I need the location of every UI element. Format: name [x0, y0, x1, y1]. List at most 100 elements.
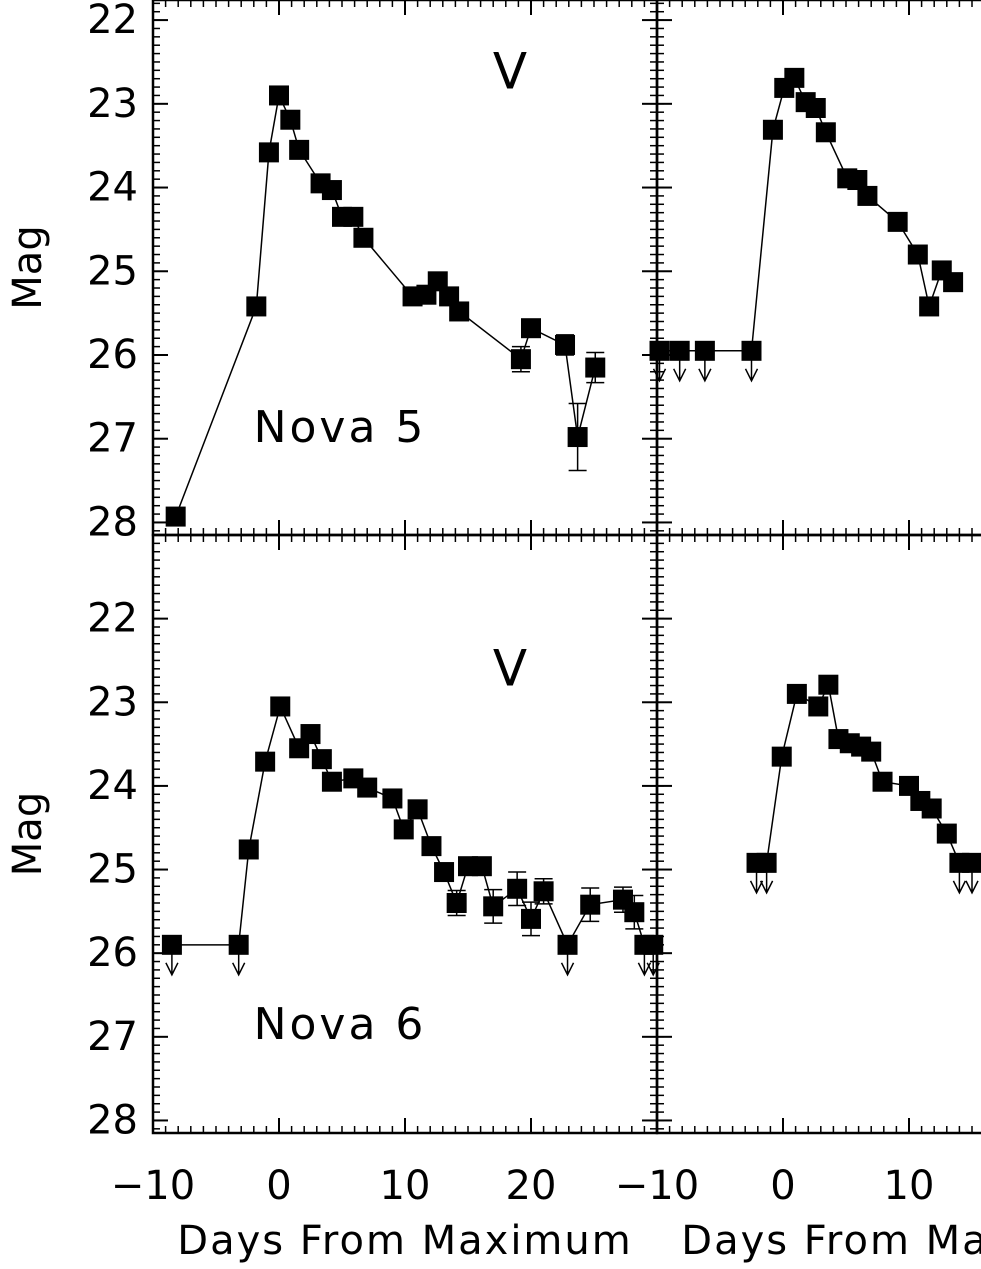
data-point	[321, 180, 342, 201]
data-point	[557, 934, 578, 955]
data-point	[762, 119, 783, 140]
data-point	[808, 696, 829, 717]
plot-frame	[655, 533, 981, 1135]
data-point	[936, 823, 957, 844]
data-point	[246, 296, 267, 317]
data-point	[533, 881, 554, 902]
data-point	[962, 852, 981, 873]
data-point	[921, 798, 942, 819]
data-point	[446, 893, 467, 913]
data-point	[899, 775, 919, 796]
data-point	[741, 340, 762, 361]
y-tick-label: 26	[87, 930, 138, 976]
data-point	[649, 340, 670, 361]
data-point	[289, 139, 310, 160]
data-point	[439, 286, 460, 307]
x-tick-label: −10	[615, 1163, 699, 1209]
data-point	[669, 340, 690, 361]
x-tick-label: 10	[884, 1163, 935, 1209]
data-point	[238, 839, 259, 860]
data-point	[555, 334, 576, 355]
data-point	[311, 749, 332, 770]
data-point	[427, 271, 448, 292]
data-point	[382, 788, 403, 809]
data-point	[943, 272, 964, 293]
x-axis-label: Days From Maximum	[177, 1218, 632, 1264]
nova-label: Nova 6	[254, 999, 427, 1050]
y-tick-label: 27	[87, 1014, 138, 1060]
data-point	[280, 109, 301, 130]
y-tick-label: 26	[87, 332, 138, 378]
data-point	[300, 724, 321, 745]
light-curve	[659, 76, 954, 352]
data-point	[771, 746, 792, 767]
y-tick-label: 25	[87, 248, 138, 294]
data-point	[269, 85, 289, 106]
data-point	[165, 506, 186, 527]
data-point	[694, 340, 715, 361]
data-point	[786, 683, 807, 704]
data-point	[421, 836, 442, 857]
band-label: V	[493, 640, 527, 698]
data-point	[161, 934, 182, 955]
y-tick-label: 23	[87, 81, 138, 127]
y-axis-label: Mag	[5, 792, 51, 876]
data-point	[343, 206, 364, 227]
y-tick-label: 22	[87, 0, 138, 43]
x-tick-label: 0	[266, 1163, 291, 1209]
data-point	[321, 771, 342, 792]
data-point	[471, 856, 492, 877]
x-axis-label: Days From Maximum	[681, 1218, 981, 1264]
data-point	[270, 696, 291, 717]
data-point	[434, 862, 455, 883]
data-point	[521, 318, 541, 339]
data-point	[919, 296, 940, 317]
data-point	[624, 902, 645, 923]
data-point	[585, 357, 606, 378]
y-tick-label: 27	[87, 416, 138, 462]
data-point	[887, 211, 908, 232]
data-point	[228, 934, 249, 955]
y-tick-label: 25	[87, 847, 138, 893]
data-point	[784, 67, 805, 88]
data-point	[353, 227, 374, 248]
data-point	[818, 674, 839, 695]
y-tick-label: 22	[87, 596, 138, 642]
data-point	[449, 301, 470, 322]
y-tick-label: 28	[87, 499, 138, 545]
y-tick-label: 28	[87, 1097, 138, 1143]
data-point	[580, 894, 601, 915]
data-point	[393, 819, 414, 840]
y-tick-label: 23	[87, 679, 138, 725]
y-tick-label: 24	[87, 763, 138, 809]
data-point	[815, 122, 836, 143]
band-label: V	[493, 43, 527, 101]
data-point	[756, 852, 777, 873]
data-point	[521, 908, 541, 929]
data-point	[258, 142, 279, 163]
data-point	[861, 741, 882, 762]
y-axis-label: Mag	[5, 225, 51, 309]
data-point	[507, 878, 528, 899]
nova-label: Nova 5	[254, 402, 427, 453]
data-point	[483, 896, 504, 917]
data-point	[872, 771, 893, 792]
x-tick-label: 0	[770, 1163, 795, 1209]
plot-frame	[151, 0, 659, 537]
data-point	[407, 799, 428, 820]
data-point	[357, 777, 378, 798]
x-tick-label: 20	[506, 1163, 557, 1209]
data-point	[857, 185, 878, 206]
x-tick-label: −10	[111, 1163, 195, 1209]
light-curve	[174, 92, 596, 517]
data-point	[567, 427, 588, 448]
y-tick-label: 24	[87, 165, 138, 211]
data-point	[847, 170, 868, 191]
data-point	[510, 349, 531, 370]
data-point	[907, 244, 928, 265]
x-tick-label: 10	[380, 1163, 431, 1209]
data-point	[805, 98, 826, 119]
data-point	[255, 751, 276, 772]
